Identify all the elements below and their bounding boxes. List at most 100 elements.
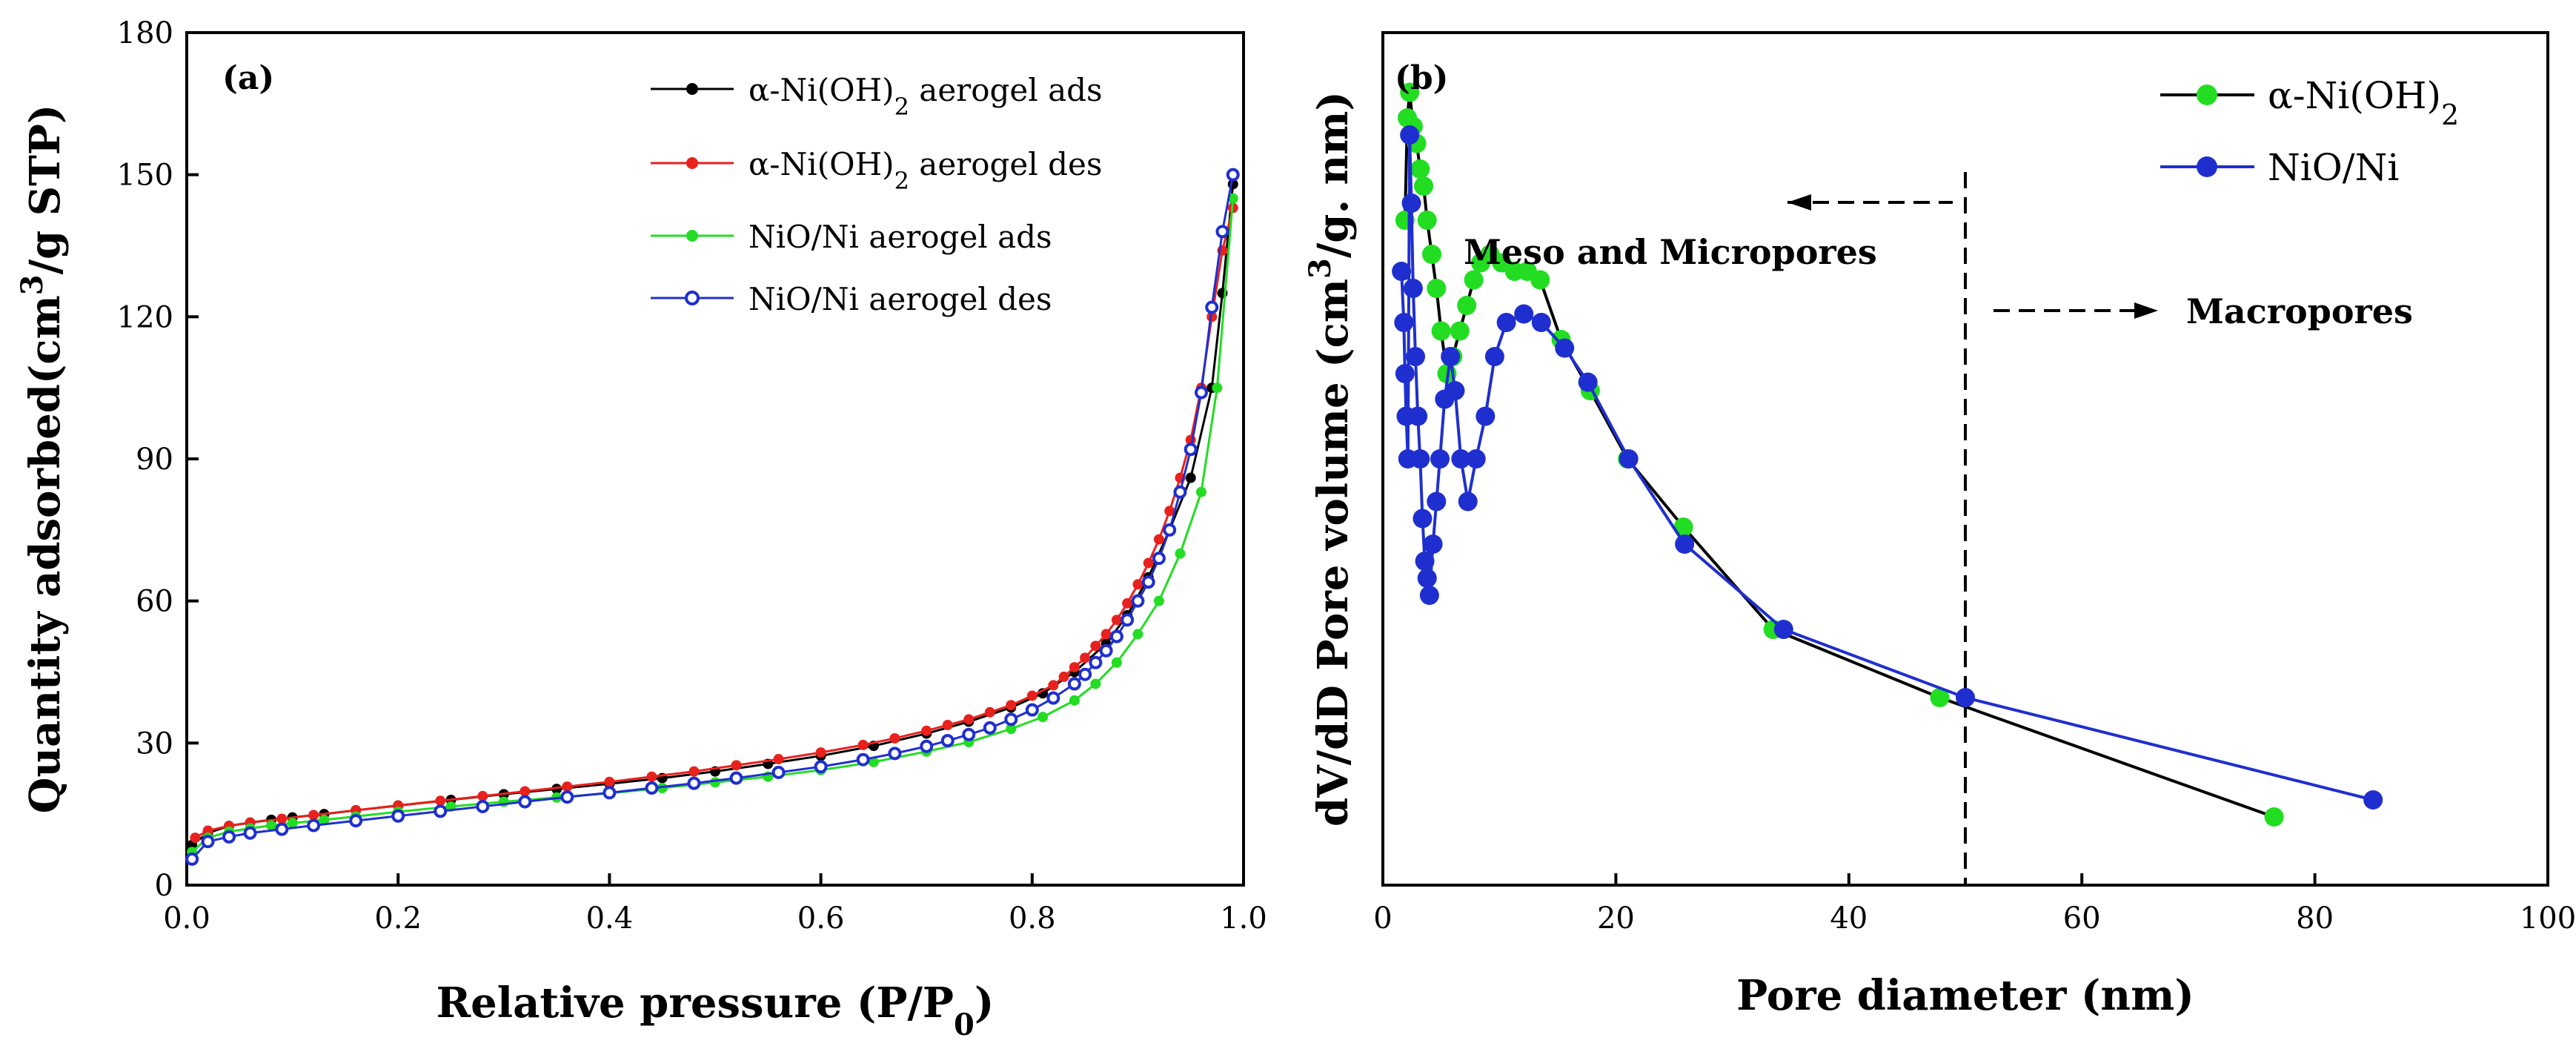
- series--ni-oh-aerogel-ads: [187, 179, 1238, 850]
- data-point: [308, 810, 319, 821]
- data-point: [1080, 652, 1091, 663]
- data-point: [1153, 534, 1164, 545]
- panel-a-isotherm-chart: 0.0 0.2 0.4 0.6 0.8 1.0 0 30 60 90 120 150 180 (a) R…: [15, 16, 1267, 1042]
- data-point: [307, 818, 321, 833]
- data-point: [688, 766, 700, 777]
- series-line: [191, 184, 1235, 846]
- x-tick-label: 0: [1373, 901, 1392, 936]
- y-tick-label: 0: [155, 869, 173, 903]
- data-point: [888, 747, 902, 761]
- svg-text:NiO/Ni aerogel ads: NiO/Ni aerogel ads: [748, 219, 1052, 255]
- data-point: [276, 813, 288, 824]
- panel-b-legend: α-Ni(OH)2 NiO/Ni: [2160, 74, 2459, 189]
- series--ni-oh-aerogel-des: [190, 202, 1238, 844]
- data-point: [1099, 643, 1113, 658]
- legend-item-nio-ads-green: NiO/Ni aerogel ads: [651, 219, 1052, 255]
- data-point: [1185, 472, 1196, 483]
- data-point: [920, 739, 934, 753]
- data-point: [1673, 517, 1693, 537]
- data-point: [1458, 491, 1478, 512]
- y-tick-label: 150: [117, 159, 173, 193]
- data-point: [1410, 449, 1430, 469]
- data-point: [1132, 579, 1143, 590]
- data-point: [1205, 300, 1219, 314]
- data-point: [1069, 662, 1080, 673]
- data-point: [1466, 449, 1486, 469]
- x-tick-label: 0.4: [586, 901, 634, 936]
- series--ni-oh-: [1395, 82, 2284, 827]
- data-point: [1173, 485, 1187, 499]
- svg-text:α-Ni(OH)2 aerogel ads: α-Ni(OH)2 aerogel ads: [748, 72, 1103, 121]
- data-point: [1431, 321, 1451, 341]
- data-point: [942, 720, 953, 731]
- data-point: [1475, 406, 1496, 426]
- series-nio-ni: [1392, 125, 2383, 810]
- data-point: [710, 777, 720, 788]
- y-tick-label: 120: [117, 300, 173, 334]
- panel-a-ticks: 0.0 0.2 0.4 0.6 0.8 1.0 0 30 60 90 120 150 180: [117, 16, 1267, 936]
- data-point: [773, 754, 784, 765]
- data-point: [1111, 615, 1122, 626]
- x-tick-label: 0.2: [374, 901, 422, 936]
- data-point: [940, 734, 955, 748]
- data-point: [1400, 125, 1420, 145]
- data-point: [1530, 270, 1550, 290]
- data-point: [1423, 534, 1443, 554]
- legend-item-b-ni-oh2: α-Ni(OH)2: [2160, 74, 2459, 131]
- data-point: [1956, 688, 1975, 707]
- data-point: [1025, 703, 1039, 717]
- data-point: [1464, 270, 1484, 290]
- data-point: [190, 833, 201, 844]
- data-point: [657, 783, 668, 794]
- data-point: [1930, 688, 1950, 707]
- data-point: [1109, 629, 1123, 643]
- data-point: [1090, 678, 1101, 689]
- data-point: [602, 786, 617, 800]
- data-point: [771, 765, 786, 779]
- data-point: [1451, 449, 1471, 469]
- data-point: [1069, 695, 1080, 706]
- panel-b-series-group: [1392, 82, 2383, 827]
- data-point: [477, 790, 488, 801]
- data-point: [1006, 700, 1017, 711]
- data-point: [1445, 381, 1465, 400]
- data-point: [856, 752, 870, 767]
- data-point: [562, 781, 573, 792]
- data-point: [1153, 595, 1164, 606]
- data-point: [1417, 569, 1437, 588]
- data-point: [1006, 724, 1017, 735]
- data-point: [202, 825, 213, 836]
- data-point: [1414, 176, 1434, 196]
- x-tick-label: 60: [2063, 901, 2101, 936]
- data-point: [1514, 304, 1534, 324]
- series-nio-ni-aerogel-des: [185, 168, 1240, 866]
- data-point: [391, 809, 405, 823]
- data-point: [1427, 279, 1447, 298]
- data-point: [560, 790, 574, 804]
- x-tick-label: 20: [1597, 901, 1635, 936]
- x-tick-label: 80: [2296, 901, 2334, 936]
- svg-text:α-Ni(OH)2: α-Ni(OH)2: [2268, 74, 2459, 131]
- data-point: [1419, 586, 1439, 605]
- data-point: [435, 795, 446, 807]
- svg-text:α-Ni(OH)2 aerogel des: α-Ni(OH)2 aerogel des: [748, 146, 1102, 195]
- data-point: [645, 781, 659, 795]
- macropores-annotation: Macropores: [2186, 291, 2413, 331]
- panel-a-label: (a): [222, 59, 274, 97]
- data-point: [1401, 193, 1421, 213]
- data-point: [185, 852, 199, 866]
- panel-b-x-axis-label: Pore diameter (nm): [1736, 971, 2194, 1020]
- data-point: [1555, 338, 1575, 358]
- data-point: [2363, 790, 2383, 810]
- data-point: [1215, 225, 1229, 239]
- data-point: [984, 706, 995, 718]
- data-point: [1078, 667, 1092, 681]
- series-line: [191, 198, 1235, 853]
- data-point: [1410, 159, 1430, 179]
- data-point: [1450, 321, 1470, 341]
- data-point: [1408, 406, 1428, 426]
- data-point: [1417, 211, 1437, 230]
- data-point: [983, 721, 997, 735]
- data-point: [646, 771, 657, 782]
